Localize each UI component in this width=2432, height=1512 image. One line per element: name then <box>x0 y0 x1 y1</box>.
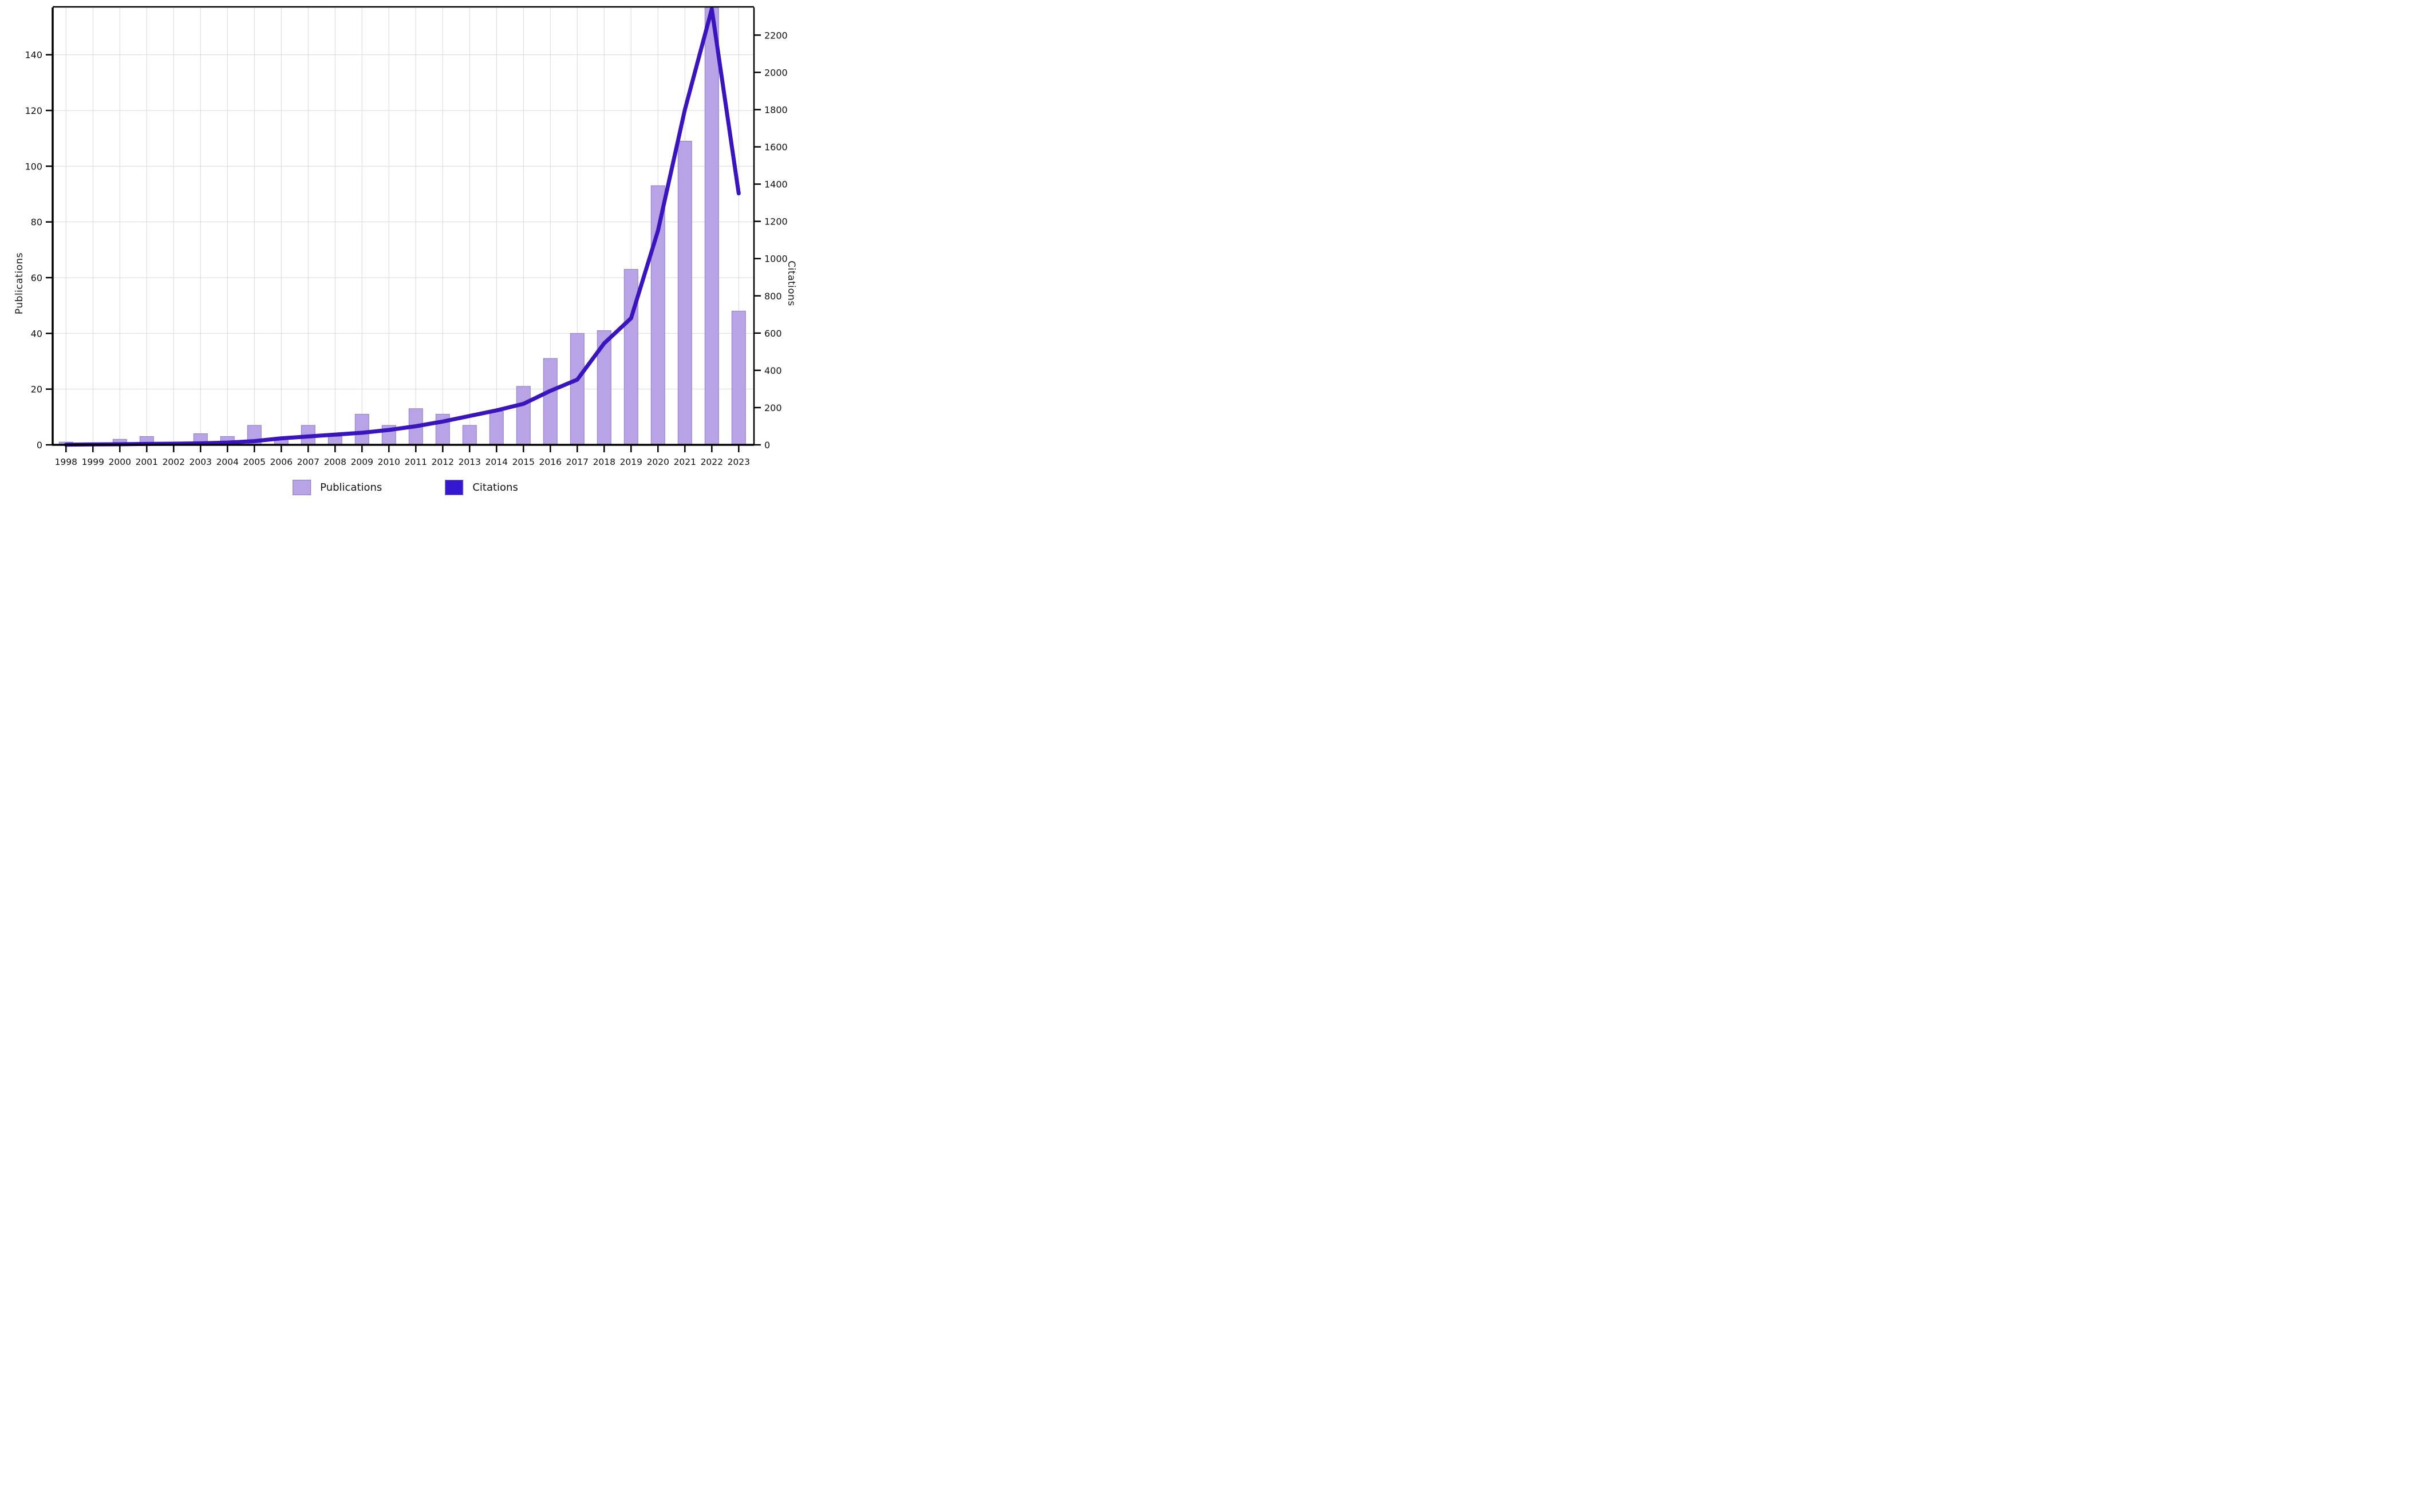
legend-swatch-citations <box>445 480 464 495</box>
right-axis-tick-label: 2200 <box>764 30 788 41</box>
publications-bar <box>327 436 342 445</box>
left-axis-tick-label: 140 <box>25 50 42 61</box>
right-axis-tick-label: 0 <box>764 440 770 451</box>
year-label: 2019 <box>620 457 642 467</box>
publications-bar <box>677 140 692 445</box>
right-axis-tick-label: 1400 <box>764 179 788 190</box>
publications-bar <box>354 413 369 445</box>
year-label: 2000 <box>109 457 131 467</box>
left-axis-tick-label: 120 <box>25 105 42 116</box>
year-label: 2004 <box>216 457 239 467</box>
publications-bar <box>489 411 504 445</box>
right-axis-tick-label: 1600 <box>764 142 788 153</box>
right-axis-tick-label: 600 <box>764 328 782 339</box>
left-axis-tick-label: 20 <box>31 384 42 395</box>
year-label: 2001 <box>136 457 158 467</box>
right-axis-tick-label: 800 <box>764 291 782 302</box>
year-label: 2014 <box>485 457 508 467</box>
year-label: 2021 <box>674 457 696 467</box>
year-label: 1999 <box>82 457 104 467</box>
legend-label: Publications <box>320 481 382 494</box>
publications-bar <box>570 333 585 445</box>
chart-canvas: Publications Citations 0 20 40 60 80 100 120 14… <box>0 0 811 504</box>
left-axis-tick-label: 100 <box>25 161 42 172</box>
year-label: 2020 <box>647 457 669 467</box>
publications-citations-chart: 0204060801001201400200400600800100012001… <box>25 6 788 467</box>
year-label: 2013 <box>459 457 481 467</box>
year-label: 2018 <box>593 457 615 467</box>
chart-legend: Publications Citations <box>293 480 518 495</box>
publications-bar <box>462 425 477 445</box>
year-label: 2010 <box>378 457 400 467</box>
year-label: 2005 <box>243 457 266 467</box>
left-axis-tick-label: 60 <box>31 273 42 283</box>
year-label: 2017 <box>566 457 589 467</box>
right-axis-tick-label: 1000 <box>764 254 788 264</box>
legend-label: Citations <box>472 481 518 494</box>
right-axis-tick-label: 1200 <box>764 216 788 227</box>
publications-bar <box>704 7 719 445</box>
year-label: 2009 <box>351 457 373 467</box>
year-label: 2015 <box>512 457 535 467</box>
left-axis-title: Publications <box>14 252 25 315</box>
year-label: 2011 <box>405 457 427 467</box>
year-label: 2012 <box>432 457 454 467</box>
right-axis-tick-label: 400 <box>764 365 782 376</box>
year-label: 2022 <box>701 457 723 467</box>
publications-bar <box>543 358 558 445</box>
right-axis-tick-label: 1800 <box>764 104 788 115</box>
right-axis-title: Citations <box>785 260 797 306</box>
publications-bar <box>623 269 638 445</box>
publications-bar <box>516 386 531 445</box>
year-label: 2023 <box>728 457 750 467</box>
right-axis-tick-label: 2000 <box>764 67 788 78</box>
right-axis-tick-label: 200 <box>764 402 782 413</box>
year-label: 2006 <box>270 457 293 467</box>
left-axis-tick-label: 80 <box>31 217 42 228</box>
publications-bar <box>731 310 746 445</box>
year-label: 2002 <box>163 457 185 467</box>
legend-item-publications: Publications <box>293 480 382 495</box>
year-label: 2016 <box>539 457 562 467</box>
year-label: 1998 <box>55 457 77 467</box>
citations-line <box>64 7 741 447</box>
left-axis-tick-label: 40 <box>31 328 42 339</box>
year-label: 2008 <box>324 457 346 467</box>
year-label: 2003 <box>189 457 212 467</box>
left-axis-tick-label: 0 <box>37 440 42 451</box>
year-label: 2007 <box>297 457 319 467</box>
legend-swatch-publications <box>293 480 311 495</box>
legend-item-citations: Citations <box>445 480 518 495</box>
